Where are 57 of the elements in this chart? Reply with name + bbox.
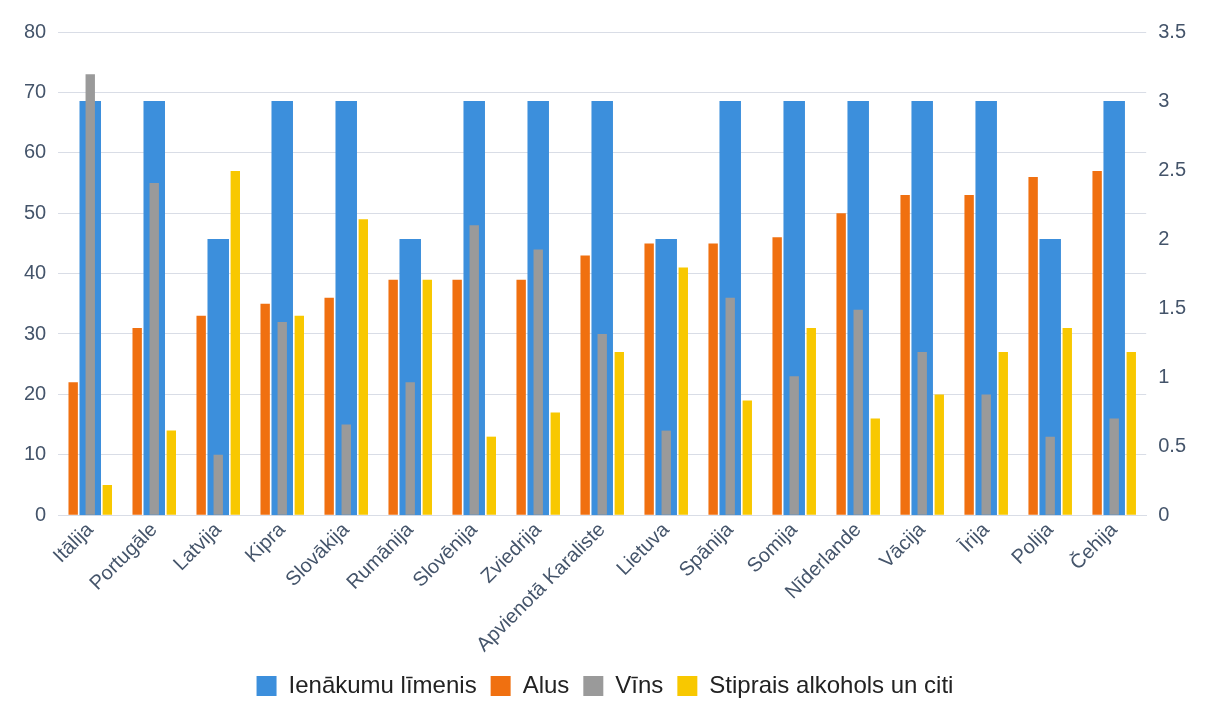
- y2-tick-label: 0: [1158, 502, 1170, 525]
- y-tick-label: 80: [24, 19, 47, 42]
- y2-tick-label: 2: [1158, 226, 1170, 249]
- bar: [870, 418, 880, 515]
- bar: [405, 382, 415, 515]
- bar: [102, 484, 112, 515]
- bar: [68, 382, 78, 515]
- y-tick-label: 40: [24, 261, 47, 284]
- y-tick-label: 20: [24, 381, 47, 404]
- bar: [166, 430, 176, 515]
- bar: [1109, 418, 1119, 515]
- bar: [277, 321, 287, 515]
- y2-tick-label: 3: [1158, 88, 1170, 111]
- legend-label: Vīns: [615, 670, 664, 698]
- y-tick-label: 30: [24, 321, 47, 344]
- bar: [614, 352, 624, 515]
- bar: [213, 454, 223, 515]
- y2-tick-label: 1: [1158, 364, 1170, 387]
- y2-tick-label: 1.5: [1158, 295, 1187, 318]
- bar: [597, 333, 607, 515]
- x-tick-label: Īrija: [954, 517, 994, 557]
- bar: [516, 279, 526, 515]
- bar: [789, 376, 799, 515]
- bar: [260, 303, 270, 515]
- legend-label: Stiprais alkohols un citi: [709, 670, 954, 698]
- bar: [917, 352, 927, 515]
- bar: [132, 327, 142, 515]
- y-tick-label: 0: [35, 502, 47, 525]
- bar: [341, 424, 351, 515]
- legend-label: Ienākumu līmenis: [288, 670, 477, 698]
- y-tick-label: 50: [24, 200, 47, 223]
- bar: [550, 412, 560, 515]
- bar: [725, 297, 735, 515]
- bar: [742, 400, 752, 515]
- y2-tick-label: 3.5: [1158, 19, 1187, 42]
- y-tick-label: 60: [24, 140, 47, 163]
- legend-label: Alus: [522, 670, 570, 698]
- bar: [580, 255, 590, 515]
- bar: [452, 279, 462, 515]
- bar: [533, 249, 543, 515]
- bar: [294, 315, 304, 515]
- bar: [661, 430, 671, 515]
- bar: [806, 327, 816, 515]
- bar: [1045, 436, 1055, 515]
- y-tick-label: 70: [24, 79, 47, 102]
- bar: [853, 309, 863, 515]
- bar: [708, 243, 718, 515]
- bar: [998, 352, 1008, 515]
- y2-tick-label: 2.5: [1158, 157, 1187, 180]
- bar: [486, 436, 496, 515]
- bar: [1126, 352, 1136, 515]
- bar: [934, 394, 944, 515]
- bar: [469, 225, 479, 515]
- y2-tick-label: 0.5: [1158, 433, 1187, 456]
- bar: [324, 297, 334, 515]
- bar: [981, 394, 991, 515]
- y-tick-label: 10: [24, 442, 47, 465]
